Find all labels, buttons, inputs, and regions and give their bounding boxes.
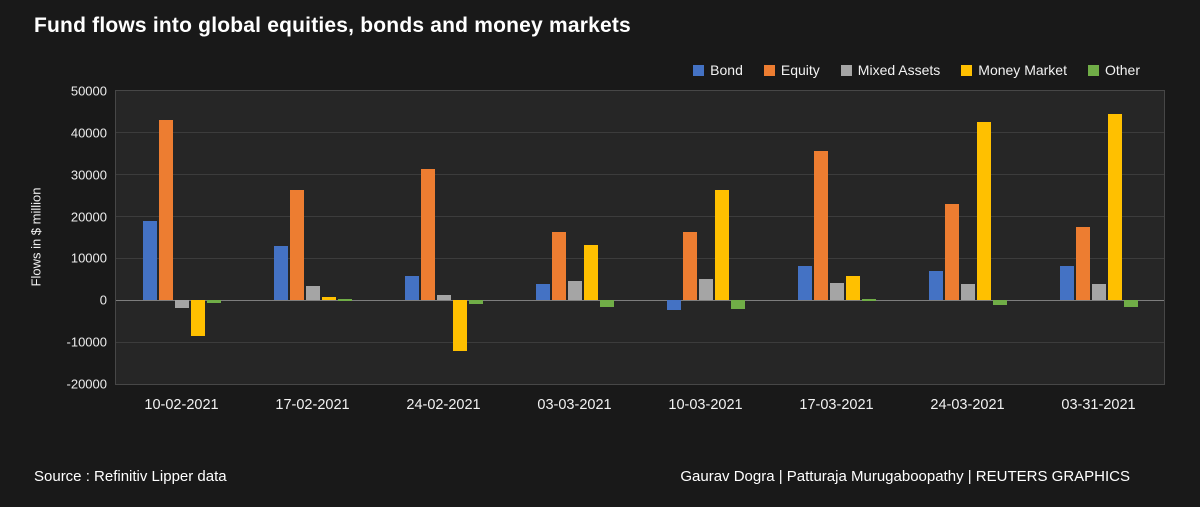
legend-swatch-icon xyxy=(693,64,705,76)
bar-equity xyxy=(944,203,959,301)
y-tick-label: 20000 xyxy=(70,209,107,225)
x-tick-label: 17-03-2021 xyxy=(799,397,874,413)
bar-equity xyxy=(420,168,435,301)
legend: Bond Equity Mixed Assets Money Market Other xyxy=(693,62,1140,78)
legend-item-bond: Bond xyxy=(693,62,743,78)
bar-mixed-assets xyxy=(305,286,320,301)
x-tick-label: 24-02-2021 xyxy=(406,397,481,413)
legend-item-other: Other xyxy=(1087,62,1140,78)
bar-mixed-assets xyxy=(829,283,844,301)
bar-bond xyxy=(928,271,943,301)
bar-mixed-assets xyxy=(698,279,713,301)
bar-money-market xyxy=(714,189,729,301)
y-tick-label: 40000 xyxy=(70,125,107,141)
bar-bond xyxy=(666,300,681,311)
y-tick-label: -20000 xyxy=(66,376,107,392)
bar-bond xyxy=(797,266,812,301)
x-tick-label: 10-02-2021 xyxy=(144,397,219,413)
bar-mixed-assets xyxy=(567,280,582,301)
y-tick-label: 30000 xyxy=(70,167,107,183)
bar-equity xyxy=(1075,226,1090,301)
bar-mixed-assets xyxy=(436,295,451,301)
legend-swatch-icon xyxy=(1087,64,1099,76)
gridline xyxy=(116,257,1164,259)
y-axis-title: Flows in $ million xyxy=(28,187,44,287)
legend-label: Equity xyxy=(780,62,820,78)
bar-equity xyxy=(551,232,566,301)
y-tick-label: 50000 xyxy=(70,83,107,99)
bar-equity xyxy=(813,150,828,301)
bar-mixed-assets xyxy=(174,300,189,309)
gridline xyxy=(116,132,1164,134)
bar-bond xyxy=(142,220,157,301)
bar-bond xyxy=(1059,265,1074,301)
bar-mixed-assets xyxy=(960,284,975,301)
bar-other xyxy=(337,299,352,301)
gridline xyxy=(116,341,1164,343)
zero-axis-line xyxy=(116,299,1164,301)
legend-swatch-icon xyxy=(763,64,775,76)
bar-other xyxy=(861,299,876,301)
bar-other xyxy=(468,300,483,304)
legend-swatch-icon xyxy=(961,64,973,76)
bar-other xyxy=(992,300,1007,306)
legend-label: Money Market xyxy=(978,62,1067,78)
x-tick-label: 17-02-2021 xyxy=(275,397,350,413)
legend-label: Other xyxy=(1104,62,1140,78)
x-tick-label: 03-03-2021 xyxy=(537,397,612,413)
bar-money-market xyxy=(976,122,991,301)
chart-title: Fund flows into global equities, bonds a… xyxy=(34,14,631,37)
bar-money-market xyxy=(845,276,860,301)
bar-other xyxy=(599,300,614,307)
bar-other xyxy=(1123,300,1138,308)
gridline xyxy=(116,174,1164,176)
y-tick-label: 0 xyxy=(99,292,107,308)
x-tick-label: 10-03-2021 xyxy=(668,397,743,413)
gridline xyxy=(116,216,1164,218)
x-tick-label: 24-03-2021 xyxy=(930,397,1005,413)
legend-label: Bond xyxy=(710,62,743,78)
plot-area: -20000 -10000 0 10000 20000 30000 40000 50000 10… xyxy=(67,84,1165,413)
legend-item-equity: Equity xyxy=(763,62,820,78)
bar-equity xyxy=(289,189,304,301)
credits: Gaurav Dogra | Patturaja Murugaboopathy … xyxy=(680,468,1130,485)
y-tick-label: -10000 xyxy=(66,334,107,350)
bar-other xyxy=(730,300,745,310)
x-tick-label: 03-31-2021 xyxy=(1061,397,1136,413)
legend-label: Mixed Assets xyxy=(857,62,941,78)
bar-mixed-assets xyxy=(1091,283,1106,301)
bar-money-market xyxy=(321,297,336,301)
bar-money-market xyxy=(583,244,598,301)
bar-other xyxy=(206,300,221,304)
y-tick-label: 10000 xyxy=(70,250,107,266)
legend-item-mixed-assets: Mixed Assets xyxy=(840,62,941,78)
bar-money-market xyxy=(190,300,205,336)
legend-item-money-market: Money Market xyxy=(961,62,1067,78)
source-note: Source : Refinitiv Lipper data xyxy=(34,468,227,485)
bar-bond xyxy=(535,284,550,301)
bar-money-market xyxy=(1107,114,1122,301)
bar-bond xyxy=(404,276,419,301)
legend-swatch-icon xyxy=(840,64,852,76)
bar-money-market xyxy=(452,300,467,351)
bar-bond xyxy=(273,245,288,301)
bar-equity xyxy=(682,232,697,301)
bar-equity xyxy=(158,120,173,301)
